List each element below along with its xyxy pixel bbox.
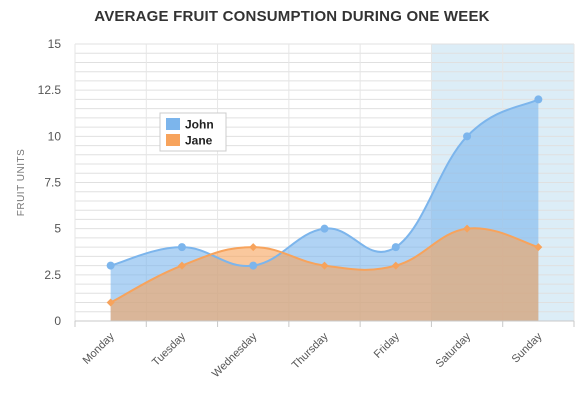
point-john-tuesday bbox=[177, 243, 186, 252]
point-john-wednesday bbox=[249, 261, 258, 270]
legend-swatch bbox=[166, 118, 180, 130]
legend-label: John bbox=[185, 118, 214, 132]
point-john-friday bbox=[391, 243, 400, 252]
x-tick-label: Wednesday bbox=[210, 330, 260, 380]
x-tick-label: Thursday bbox=[290, 330, 331, 371]
x-tick-label: Friday bbox=[372, 330, 402, 360]
legend-label: Jane bbox=[185, 134, 213, 148]
area-layer bbox=[110, 99, 539, 322]
area-jane bbox=[110, 228, 539, 321]
y-tick-label: 10 bbox=[48, 129, 62, 143]
legend[interactable]: John Jane bbox=[159, 112, 227, 152]
y-tick-label: 15 bbox=[48, 37, 62, 51]
chart-title: AVERAGE FRUIT CONSUMPTION DURING ONE WEE… bbox=[94, 8, 490, 25]
point-jane-monday bbox=[106, 298, 115, 307]
y-tick-label: 5 bbox=[54, 222, 61, 236]
legend-item-john[interactable]: John bbox=[166, 118, 214, 132]
y-tick-label: 0 bbox=[54, 314, 61, 328]
legend-item-jane[interactable]: Jane bbox=[166, 134, 213, 148]
point-john-sunday bbox=[534, 95, 543, 104]
y-axis-title: FRUIT UNITS bbox=[16, 149, 27, 217]
y-tick-label: 2.5 bbox=[44, 268, 61, 282]
point-jane-friday bbox=[391, 261, 400, 270]
point-john-thursday bbox=[320, 224, 329, 233]
point-jane-saturday bbox=[463, 224, 472, 233]
x-tick-label: Tuesday bbox=[150, 330, 188, 368]
point-jane-thursday bbox=[320, 261, 329, 270]
point-jane-sunday bbox=[534, 243, 543, 252]
x-tick-label: Saturday bbox=[434, 330, 474, 370]
point-john-saturday bbox=[463, 132, 472, 141]
point-jane-wednesday bbox=[249, 243, 258, 252]
legend-swatch bbox=[166, 134, 180, 146]
point-layer bbox=[106, 95, 543, 307]
point-john-monday bbox=[106, 261, 115, 270]
x-tick-label: Monday bbox=[81, 330, 118, 367]
y-tick-label: 7.5 bbox=[44, 176, 61, 190]
x-tick-label: Sunday bbox=[510, 330, 545, 365]
point-jane-tuesday bbox=[177, 261, 186, 270]
y-tick-label: 12.5 bbox=[38, 83, 62, 97]
